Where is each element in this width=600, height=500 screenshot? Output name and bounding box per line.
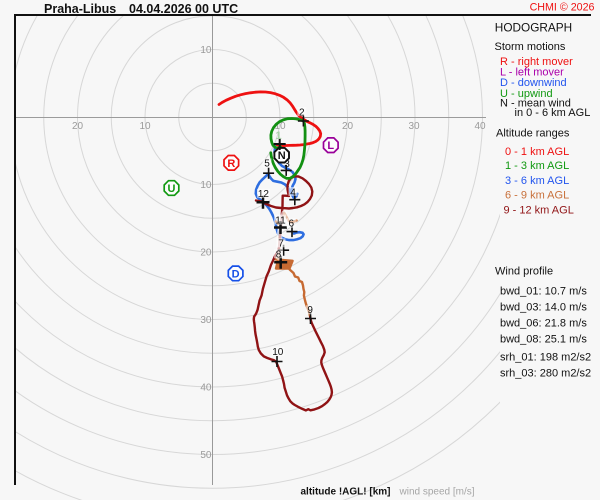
svg-text:wind speed [m/s]: wind speed [m/s] bbox=[399, 486, 475, 497]
svg-text:U - upwind: U - upwind bbox=[500, 88, 553, 100]
svg-text:8: 8 bbox=[276, 250, 282, 261]
svg-text:11: 11 bbox=[275, 216, 286, 227]
svg-text:R - right mover: R - right mover bbox=[500, 56, 573, 68]
svg-text:bwd_08: 25.1 m/s: bwd_08: 25.1 m/s bbox=[500, 333, 587, 345]
svg-text:10: 10 bbox=[200, 45, 212, 56]
svg-text:N: N bbox=[278, 150, 286, 162]
svg-text:3: 3 bbox=[284, 159, 290, 170]
svg-text:50: 50 bbox=[200, 450, 212, 461]
svg-text:srh_01: 198 m2/s2: srh_01: 198 m2/s2 bbox=[500, 351, 591, 363]
svg-text:bwd_01: 10.7 m/s: bwd_01: 10.7 m/s bbox=[500, 285, 587, 297]
svg-text:L - left mover: L - left mover bbox=[500, 67, 564, 79]
svg-text:7: 7 bbox=[278, 238, 284, 249]
svg-text:3 - 6 km AGL: 3 - 6 km AGL bbox=[505, 175, 569, 187]
svg-text:srh_03: 280 m2/s2: srh_03: 280 m2/s2 bbox=[500, 367, 591, 379]
svg-text:12: 12 bbox=[258, 189, 270, 200]
svg-text:6: 6 bbox=[289, 219, 295, 230]
svg-text:U: U bbox=[168, 183, 176, 195]
svg-text:Praha-Libus: Praha-Libus bbox=[44, 2, 116, 16]
svg-text:Altitude ranges: Altitude ranges bbox=[496, 128, 570, 140]
svg-text:6 - 9 km AGL: 6 - 9 km AGL bbox=[505, 190, 569, 202]
svg-text:Storm motions: Storm motions bbox=[495, 41, 566, 53]
svg-text:D: D bbox=[232, 268, 240, 280]
svg-text:2: 2 bbox=[299, 107, 305, 118]
svg-text:20: 20 bbox=[342, 121, 354, 132]
svg-text:40: 40 bbox=[474, 121, 486, 132]
svg-text:Wind profile: Wind profile bbox=[495, 266, 553, 278]
svg-text:10: 10 bbox=[200, 180, 212, 191]
svg-text:HODOGRAPH: HODOGRAPH bbox=[495, 20, 572, 34]
svg-text:CHMI © 2026: CHMI © 2026 bbox=[530, 2, 595, 14]
svg-text:bwd_06: 21.8 m/s: bwd_06: 21.8 m/s bbox=[500, 317, 587, 329]
svg-text:0 - 1 km AGL: 0 - 1 km AGL bbox=[505, 146, 569, 158]
svg-text:30: 30 bbox=[200, 315, 212, 326]
svg-text:bwd_03: 14.0 m/s: bwd_03: 14.0 m/s bbox=[500, 301, 587, 313]
svg-text:in 0 - 6 km AGL: in 0 - 6 km AGL bbox=[515, 107, 591, 119]
svg-text:30: 30 bbox=[408, 121, 420, 132]
svg-text:1: 1 bbox=[275, 130, 281, 142]
svg-text:20: 20 bbox=[72, 121, 84, 132]
svg-text:40: 40 bbox=[200, 383, 212, 394]
svg-text:5: 5 bbox=[264, 159, 270, 170]
svg-text:9 - 12 km AGL: 9 - 12 km AGL bbox=[504, 205, 574, 217]
svg-text:N - mean wind: N - mean wind bbox=[500, 97, 571, 109]
svg-text:10: 10 bbox=[274, 121, 286, 132]
svg-text:4: 4 bbox=[290, 187, 296, 198]
svg-text:20: 20 bbox=[200, 248, 212, 259]
svg-text:D - downwind: D - downwind bbox=[500, 77, 567, 89]
svg-text:altitude !AGL! [km]: altitude !AGL! [km] bbox=[301, 486, 391, 497]
svg-text:9: 9 bbox=[307, 305, 313, 316]
svg-text:L: L bbox=[327, 140, 334, 152]
svg-text:1 - 3 km AGL: 1 - 3 km AGL bbox=[505, 160, 569, 172]
svg-text:10: 10 bbox=[272, 347, 284, 358]
svg-text:04.04.2026 00 UTC: 04.04.2026 00 UTC bbox=[129, 2, 238, 16]
svg-text:R: R bbox=[227, 158, 235, 170]
svg-text:10: 10 bbox=[139, 121, 151, 132]
